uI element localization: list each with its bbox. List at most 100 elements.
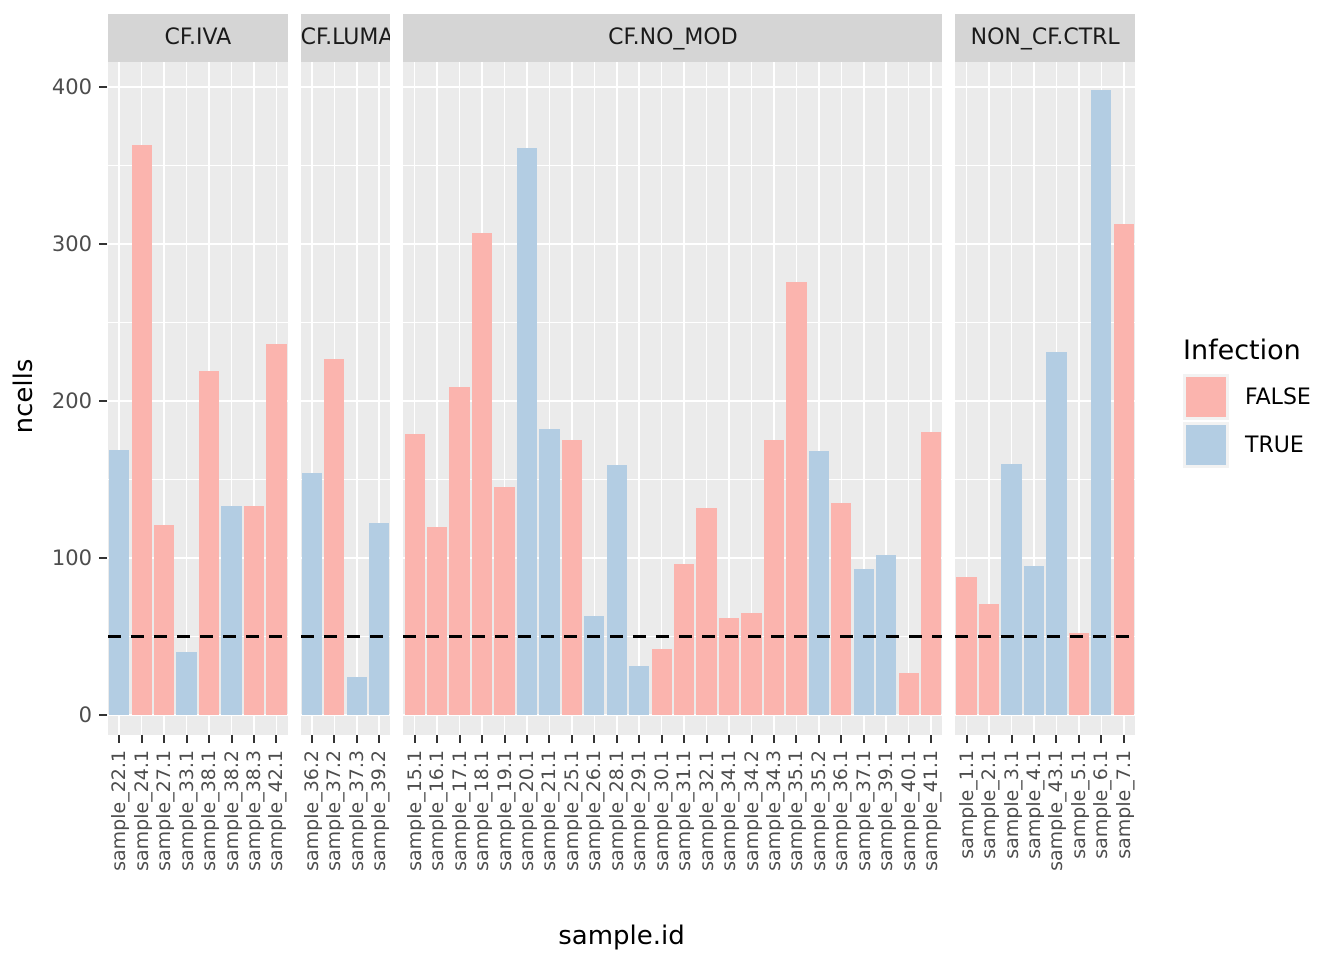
gridline-major <box>300 714 391 716</box>
x-tick-label: sample_1.1 <box>955 750 978 859</box>
x-tick-label: sample_42.1 <box>265 750 288 871</box>
bar-sample_7.1 <box>1113 223 1134 715</box>
x-tick-label: sample_33.1 <box>175 750 198 871</box>
x-tick-label: sample_43.1 <box>1045 750 1068 871</box>
bar-sample_39.1 <box>876 554 897 715</box>
x-tick-label: sample_4.1 <box>1022 750 1045 859</box>
x-tick-label: sample_36.2 <box>300 750 323 871</box>
gridline-vertical <box>930 62 932 735</box>
x-tick-mark <box>772 735 775 743</box>
x-tick-label: sample_22.1 <box>108 750 131 871</box>
bar-sample_6.1 <box>1091 90 1112 715</box>
gridline-vertical <box>988 62 990 735</box>
x-tick-mark <box>615 735 618 743</box>
gridline-major <box>403 86 943 88</box>
x-tick-label: sample_16.1 <box>426 750 449 871</box>
gridline-major <box>300 400 391 402</box>
x-tick-label: sample_39.1 <box>875 750 898 871</box>
bar-sample_22.1 <box>109 449 130 715</box>
gridline-minor <box>300 322 391 324</box>
x-tick-mark <box>965 735 968 743</box>
bar-sample_20.1 <box>516 148 538 715</box>
x-tick-label: sample_28.1 <box>605 750 628 871</box>
gridline-major <box>108 400 288 402</box>
x-tick-mark <box>333 735 336 743</box>
gridline-vertical <box>638 62 641 735</box>
legend-key-false-swatch <box>1183 374 1229 420</box>
facet-panel <box>955 62 1135 735</box>
y-tick-label: 100 <box>51 546 92 570</box>
gridline-vertical <box>660 62 663 735</box>
x-tick-mark <box>593 735 596 743</box>
gridline-minor <box>108 165 288 167</box>
bar-sample_34.1 <box>718 617 740 715</box>
bar-sample_42.1 <box>266 344 287 715</box>
bar-sample_38.1 <box>198 371 220 715</box>
x-tick-mark <box>378 735 381 743</box>
x-tick-label: sample_36.1 <box>830 750 853 871</box>
x-tick-mark <box>638 735 641 743</box>
x-tick-label: sample_25.1 <box>560 750 583 871</box>
gridline-vertical <box>840 62 843 735</box>
y-tick-mark <box>99 714 107 716</box>
x-tick-label: sample_38.2 <box>220 750 243 871</box>
x-tick-mark <box>275 735 278 743</box>
x-tick-mark <box>310 735 313 743</box>
x-tick-mark <box>481 735 484 743</box>
gridline-major <box>403 557 943 559</box>
x-tick-label: sample_37.3 <box>345 750 368 871</box>
x-tick-mark <box>660 735 663 743</box>
bar-sample_30.1 <box>651 649 672 715</box>
x-tick-label: sample_19.1 <box>493 750 516 871</box>
gridline-major <box>403 400 943 402</box>
facet-strip: CF.NO_MOD <box>403 14 943 62</box>
gridline-vertical <box>683 62 685 735</box>
gridline-vertical <box>163 62 165 735</box>
gridline-major <box>108 243 288 245</box>
gridline-major <box>108 86 288 88</box>
facet-panel <box>300 62 391 735</box>
gridline-minor <box>108 479 288 481</box>
facet-strip: CF.LUMA_IVA <box>300 14 391 62</box>
x-tick-label: sample_31.1 <box>673 750 696 871</box>
gridline-major <box>300 557 391 559</box>
x-tick-label: sample_30.1 <box>650 750 673 871</box>
gridline-vertical <box>907 62 910 735</box>
x-tick-mark <box>503 735 506 743</box>
threshold-line <box>403 635 943 638</box>
gridline-vertical <box>728 62 730 735</box>
y-tick-mark <box>99 86 107 88</box>
x-tick-label: sample_38.1 <box>198 750 221 871</box>
x-tick-mark <box>795 735 798 743</box>
x-tick-label: sample_40.1 <box>897 750 920 871</box>
x-tick-label: sample_38.3 <box>242 750 265 871</box>
gridline-vertical <box>615 62 618 735</box>
gridline-major <box>300 243 391 245</box>
x-tick-label: sample_2.1 <box>978 750 1001 859</box>
x-tick-mark <box>458 735 461 743</box>
gridline-vertical <box>1033 62 1035 735</box>
gridline-minor <box>403 479 943 481</box>
bar-sample_36.1 <box>831 503 852 715</box>
x-tick-mark <box>525 735 528 743</box>
x-tick-mark <box>230 735 233 743</box>
gridline-vertical <box>705 62 708 735</box>
x-tick-mark <box>355 735 358 743</box>
facet-strip: NON_CF.CTRL <box>955 14 1135 62</box>
gridline-major <box>955 243 1135 245</box>
y-tick-label: 400 <box>51 75 92 99</box>
bar-sample_31.1 <box>674 564 695 715</box>
y-tick-label: 300 <box>51 232 92 256</box>
x-tick-mark <box>185 735 188 743</box>
x-tick-label: sample_37.1 <box>852 750 875 871</box>
x-tick-mark <box>1077 735 1080 743</box>
legend-label-false: FALSE <box>1245 384 1311 410</box>
x-tick-mark <box>252 735 255 743</box>
x-tick-mark <box>436 735 439 743</box>
bar-sample_38.2 <box>221 506 242 715</box>
x-tick-label: sample_18.1 <box>471 750 494 871</box>
gridline-major <box>108 557 288 559</box>
x-tick-mark <box>118 735 121 743</box>
gridline-vertical <box>750 62 753 735</box>
bar-sample_40.1 <box>898 672 919 715</box>
